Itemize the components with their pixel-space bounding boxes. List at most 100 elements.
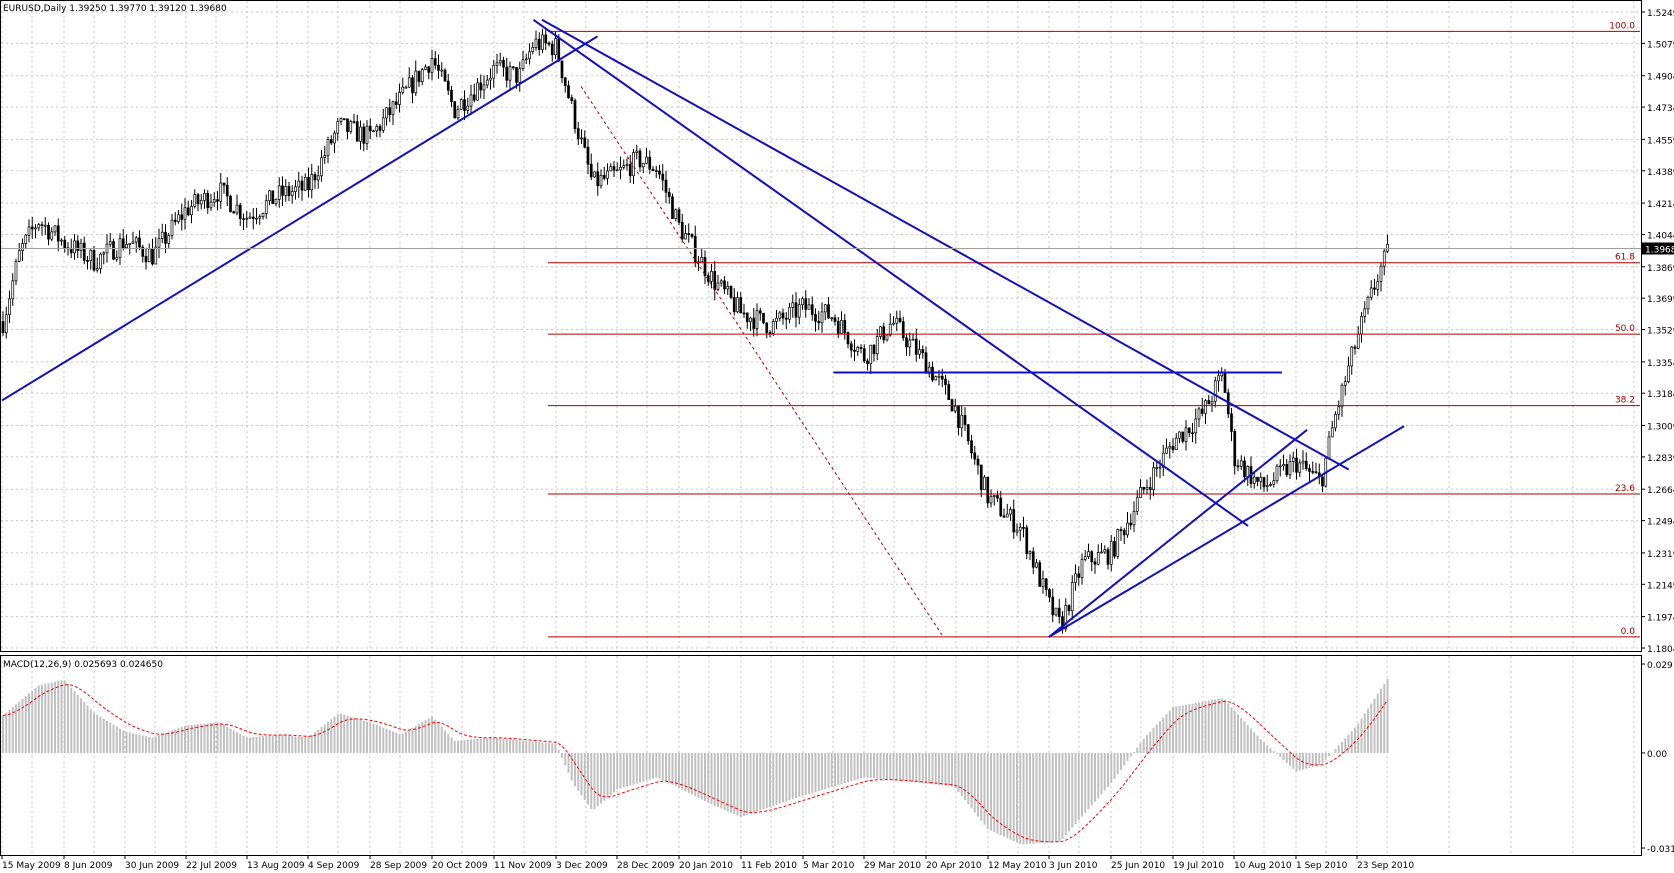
candle-body bbox=[63, 239, 67, 249]
candle-body bbox=[1106, 549, 1110, 565]
candle-body bbox=[924, 352, 928, 374]
candle-body bbox=[875, 336, 879, 355]
candle-body bbox=[898, 317, 902, 322]
candle-body bbox=[1132, 510, 1136, 526]
candle-body bbox=[885, 334, 889, 341]
fib-level-label: 61.8 bbox=[1615, 253, 1635, 263]
candle-body bbox=[758, 310, 762, 314]
candle-body bbox=[622, 165, 626, 168]
candle-body bbox=[1337, 406, 1341, 415]
x-tick-label: 12 May 2010 bbox=[988, 861, 1047, 871]
candle-body bbox=[1269, 484, 1272, 486]
candle-body bbox=[768, 332, 772, 334]
candle-body bbox=[615, 169, 619, 172]
candle-body bbox=[437, 64, 440, 71]
candle-body bbox=[1223, 371, 1227, 394]
candle-body bbox=[1343, 381, 1347, 386]
candle-body bbox=[1304, 460, 1308, 469]
candle-body bbox=[1373, 287, 1376, 290]
candle-body bbox=[680, 221, 684, 240]
candle-body bbox=[820, 311, 824, 324]
candle-body bbox=[1366, 296, 1370, 310]
candle-body bbox=[882, 326, 886, 341]
candle-body bbox=[43, 224, 47, 227]
candle-body bbox=[953, 405, 957, 412]
candle-body bbox=[833, 317, 837, 322]
candle-body bbox=[641, 162, 645, 168]
candle-body bbox=[726, 286, 730, 290]
candle-body bbox=[407, 77, 411, 88]
candle-body bbox=[830, 317, 834, 320]
candle-body bbox=[827, 304, 830, 319]
candle-body bbox=[472, 94, 476, 101]
candle-body bbox=[586, 146, 590, 165]
candle-body bbox=[355, 121, 359, 142]
candle-body bbox=[24, 234, 28, 244]
candle-body bbox=[931, 366, 934, 381]
candle-body bbox=[911, 338, 915, 341]
candle-body bbox=[193, 194, 197, 207]
candle-body bbox=[1064, 605, 1068, 630]
candle-body bbox=[134, 237, 138, 243]
candle-body bbox=[89, 250, 93, 261]
candle-body bbox=[521, 59, 525, 69]
candle-body bbox=[693, 236, 697, 263]
candle-body bbox=[131, 241, 135, 244]
candle-body bbox=[563, 77, 567, 86]
candle-body bbox=[290, 191, 294, 196]
candle-body bbox=[957, 405, 960, 429]
candle-body bbox=[843, 320, 847, 334]
candle-body bbox=[1308, 468, 1311, 472]
candle-body bbox=[511, 66, 515, 69]
macd-plot-frame bbox=[0, 655, 1642, 856]
candle-body bbox=[440, 69, 444, 72]
candle-body bbox=[394, 101, 398, 105]
candle-body bbox=[534, 38, 538, 48]
candle-body bbox=[999, 497, 1003, 517]
candle-body bbox=[417, 70, 421, 83]
candle-body bbox=[95, 268, 99, 271]
y-tick-label: 1.31840 bbox=[1647, 390, 1674, 400]
candle-body bbox=[47, 224, 50, 240]
candle-body bbox=[518, 68, 522, 83]
candle-body bbox=[378, 126, 382, 131]
y-tick-label: 1.38690 bbox=[1647, 264, 1674, 274]
candle-body bbox=[547, 42, 551, 45]
candle-body bbox=[1243, 460, 1246, 478]
candle-body bbox=[1148, 487, 1152, 491]
candle-body bbox=[528, 51, 531, 60]
y-tick-label: 1.47340 bbox=[1647, 104, 1674, 114]
macd-signal-line bbox=[2, 684, 1388, 843]
candle-body bbox=[1207, 400, 1211, 405]
y-tick-label: 1.36990 bbox=[1647, 295, 1674, 305]
candle-body bbox=[537, 38, 541, 50]
candle-body bbox=[430, 58, 434, 73]
candle-body bbox=[524, 58, 528, 61]
candle-body bbox=[232, 211, 236, 214]
candle-body bbox=[313, 174, 317, 181]
candle-body bbox=[1233, 431, 1237, 467]
candle-body bbox=[1070, 582, 1074, 612]
candle-body bbox=[398, 91, 401, 105]
candle-body bbox=[108, 241, 112, 245]
candle-body bbox=[157, 237, 161, 248]
candle-body bbox=[1262, 477, 1266, 488]
candle-body bbox=[1246, 466, 1250, 478]
fib-level-label: 0.0 bbox=[1621, 627, 1636, 637]
candle-body bbox=[222, 182, 226, 186]
candle-body bbox=[212, 199, 216, 203]
candle-body bbox=[853, 349, 856, 352]
candle-body bbox=[736, 297, 739, 313]
x-tick-label: 3 Dec 2009 bbox=[556, 861, 608, 871]
candle-body bbox=[781, 312, 785, 319]
candle-body bbox=[248, 216, 252, 219]
fib-base-line bbox=[580, 86, 943, 636]
candle-body bbox=[531, 47, 535, 53]
candle-body bbox=[225, 184, 229, 197]
candle-body bbox=[1057, 607, 1061, 617]
candle-body bbox=[888, 323, 892, 336]
candle-body bbox=[453, 101, 457, 119]
candle-body bbox=[1301, 460, 1305, 464]
candle-body bbox=[1005, 513, 1009, 518]
candle-body bbox=[550, 43, 554, 56]
